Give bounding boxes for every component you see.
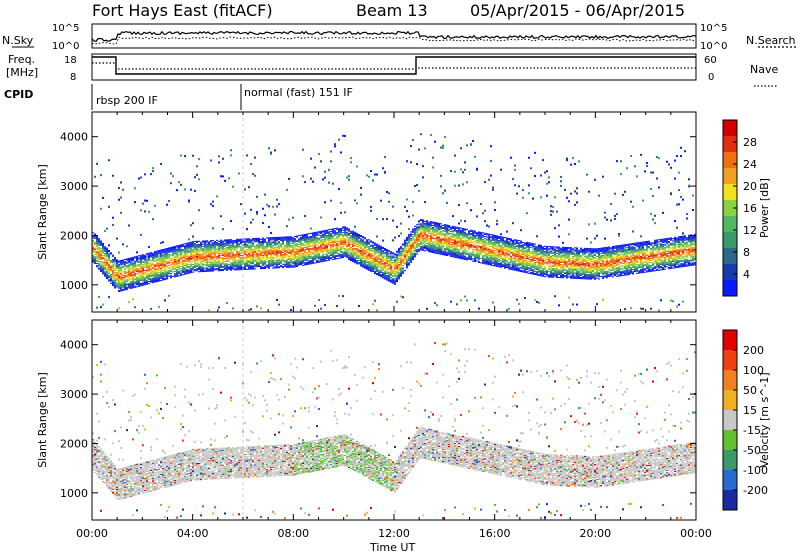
y-tick-label: 1000 bbox=[60, 279, 88, 292]
colorbar-tick-label: 20 bbox=[743, 180, 757, 193]
colorbar-title: Power [dB] bbox=[758, 178, 771, 238]
colorbar-swatch bbox=[723, 280, 737, 297]
colorbar-tick-label: -50 bbox=[743, 444, 761, 457]
colorbar-swatch bbox=[723, 330, 737, 351]
nsearch-tick-high: 10^5 bbox=[700, 23, 727, 34]
colorbar-tick-label: -15 bbox=[743, 424, 761, 437]
nave-label: Nave bbox=[750, 63, 778, 76]
site-title: Fort Hays East (fitACF) bbox=[92, 1, 273, 20]
x-tick-label: 00:00 bbox=[680, 527, 712, 540]
colorbar-swatch bbox=[723, 184, 737, 201]
velocity-colorbar: 200 100 50 15 -15 -50 -100 -200 Velocity [m s^-1… bbox=[722, 329, 771, 511]
y-tick-label: 3000 bbox=[60, 388, 88, 401]
colorbar-swatch bbox=[723, 136, 737, 153]
colorbar-swatch bbox=[723, 490, 737, 511]
colorbar-swatch bbox=[723, 350, 737, 371]
colorbar-title: Velocity [m s^-1] bbox=[758, 372, 771, 467]
colorbar-tick-label: -100 bbox=[743, 464, 768, 477]
y-tick-label: 4000 bbox=[60, 131, 88, 144]
x-tick-label: 04:00 bbox=[177, 527, 209, 540]
freq-trace bbox=[92, 56, 696, 75]
date-range: 05/Apr/2015 - 06/Apr/2015 bbox=[470, 1, 685, 20]
colorbar-swatch bbox=[723, 470, 737, 491]
colorbar-tick-label: 15 bbox=[743, 404, 757, 417]
nsky-panel bbox=[91, 23, 697, 49]
y-tick-label: 1000 bbox=[60, 487, 88, 500]
colorbar-tick-label: 28 bbox=[743, 136, 757, 149]
y-tick-label: 2000 bbox=[60, 437, 88, 450]
nave-tick-high: 60 bbox=[704, 55, 717, 66]
y-axis-title: Slant Range [km] bbox=[36, 164, 49, 260]
y-tick-label: 2000 bbox=[60, 229, 88, 242]
nsky-tick-low: 10^0 bbox=[52, 41, 79, 52]
colorbar-swatch bbox=[723, 248, 737, 265]
colorbar-tick-label: 100 bbox=[743, 364, 764, 377]
colorbar-swatch bbox=[723, 168, 737, 185]
nsky-tick-high: 10^5 bbox=[52, 23, 79, 34]
colorbar-swatch bbox=[723, 120, 737, 137]
colorbar-tick-label: 16 bbox=[743, 202, 757, 215]
nsky-label: N.Sky bbox=[2, 34, 34, 47]
y-axis-title: Slant Range [km] bbox=[36, 372, 49, 468]
colorbar-swatch bbox=[723, 200, 737, 217]
nsearch-label: N.Search bbox=[746, 34, 796, 47]
colorbar-swatch bbox=[723, 264, 737, 281]
power-panel: 4000 3000 2000 1000 Slant Range [km] bbox=[36, 111, 697, 313]
velocity-panel: 4000 3000 2000 1000 Slant Range [km] bbox=[36, 319, 697, 521]
colorbar-swatch bbox=[723, 216, 737, 233]
colorbar-swatch bbox=[723, 390, 737, 411]
cpid-mode-1: normal (fast) 151 IF bbox=[244, 86, 353, 99]
colorbar-swatch bbox=[723, 410, 737, 431]
colorbar-tick-label: 24 bbox=[743, 158, 757, 171]
y-tick-label: 4000 bbox=[60, 339, 88, 352]
power-colorbar: 28 24 20 16 12 8 4 Power [dB] bbox=[722, 119, 771, 297]
y-tick-label: 3000 bbox=[60, 180, 88, 193]
colorbar-tick-label: 8 bbox=[743, 246, 750, 259]
colorbar-swatch bbox=[723, 370, 737, 391]
freq-tick-low: 8 bbox=[70, 72, 76, 83]
x-tick-label: 12:00 bbox=[378, 527, 410, 540]
freq-panel bbox=[91, 53, 697, 81]
nsearch-tick-low: 10^0 bbox=[700, 41, 727, 52]
x-tick-label: 00:00 bbox=[76, 527, 108, 540]
colorbar-swatch bbox=[723, 450, 737, 471]
colorbar-swatch bbox=[723, 232, 737, 249]
freq-label-1: Freq. bbox=[8, 53, 35, 66]
colorbar-tick-label: 12 bbox=[743, 224, 757, 237]
x-tick-label: 08:00 bbox=[277, 527, 309, 540]
colorbar-tick-label: 4 bbox=[743, 268, 750, 281]
time-axis: 00:00 04:00 08:00 12:00 16:00 20:00 00:00 bbox=[76, 527, 712, 540]
cpid-mode-0: rbsp 200 IF bbox=[96, 94, 158, 107]
colorbar-swatch bbox=[723, 430, 737, 451]
x-tick-label: 20:00 bbox=[579, 527, 611, 540]
nave-tick-low: 0 bbox=[708, 72, 714, 83]
freq-label-2: [MHz] bbox=[6, 66, 38, 79]
colorbar-tick-label: 50 bbox=[743, 384, 757, 397]
beam-label: Beam 13 bbox=[356, 1, 428, 20]
colorbar-tick-label: -200 bbox=[743, 484, 768, 497]
x-tick-label: 16:00 bbox=[479, 527, 511, 540]
colorbar-swatch bbox=[723, 152, 737, 169]
x-axis-title: Time UT bbox=[369, 541, 415, 554]
colorbar-tick-label: 200 bbox=[743, 344, 764, 357]
nsky-trace bbox=[91, 30, 697, 45]
cpid-label: CPID bbox=[4, 88, 33, 101]
freq-tick-high: 18 bbox=[64, 55, 77, 66]
